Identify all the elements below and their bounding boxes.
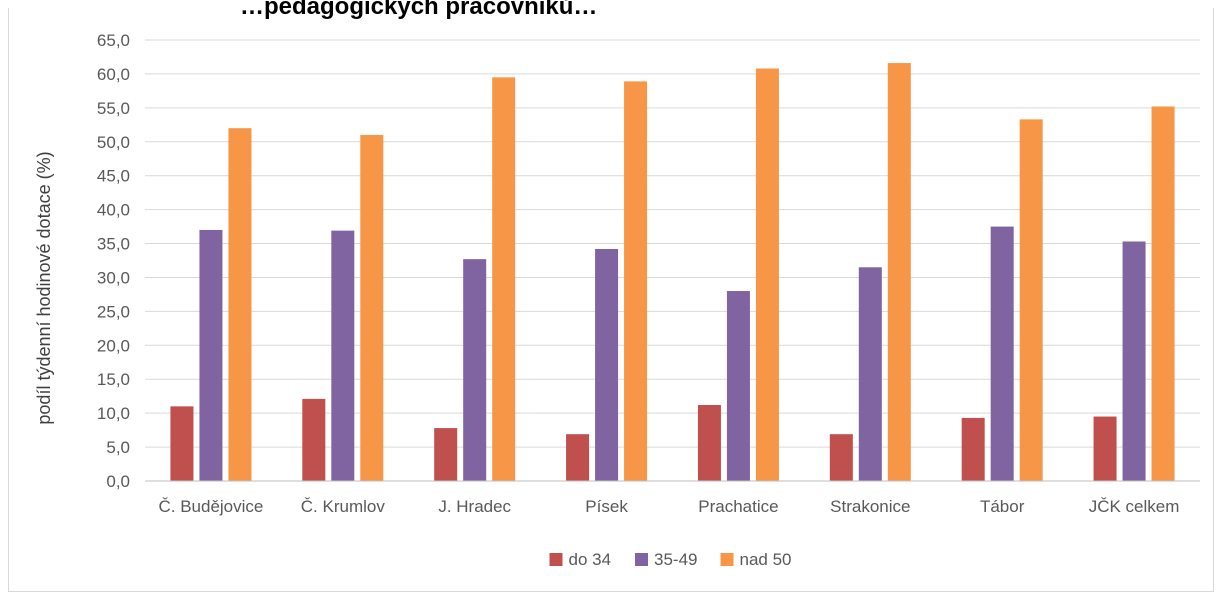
- bar-nad-50: [887, 63, 911, 482]
- bar-35-49: [199, 229, 223, 481]
- bar-do-34: [697, 405, 721, 481]
- bar-do-34: [829, 434, 853, 481]
- y-tick-label: 50,0: [97, 133, 130, 152]
- bar-nad-50: [755, 68, 779, 481]
- x-tick-label: Prachatice: [698, 497, 778, 516]
- bar-35-49: [595, 248, 619, 481]
- legend-label: 35-49: [654, 550, 697, 569]
- bar-nad-50: [228, 128, 252, 481]
- y-tick-label: 15,0: [97, 370, 130, 389]
- bar-35-49: [331, 230, 355, 481]
- y-tick-label: 65,0: [97, 31, 130, 50]
- bar-do-34: [961, 417, 985, 481]
- x-tick-label: Písek: [585, 497, 628, 516]
- gridlines: [145, 39, 1200, 448]
- bar-35-49: [726, 291, 750, 481]
- bar-do-34: [170, 406, 194, 481]
- y-tick-label: 20,0: [97, 336, 130, 355]
- x-tick-label: J. Hradec: [438, 497, 511, 516]
- chart-frame: [8, 8, 1214, 592]
- y-tick-label: 45,0: [97, 167, 130, 186]
- y-tick-label: 40,0: [97, 201, 130, 220]
- bar-nad-50: [492, 77, 516, 482]
- y-tick-label: 25,0: [97, 302, 130, 321]
- y-axis-ticks: 0,0 5,0 10,0 15,0 20,0 25,0 30,0 35,0 40,0 45,0 50…: [97, 31, 130, 491]
- x-tick-label: Č. Budějovice: [158, 497, 263, 516]
- y-axis-label: podíl týdenní hodinové dotace (%): [34, 151, 54, 424]
- bar-do-34: [1093, 416, 1117, 481]
- x-tick-label: Č. Krumlov: [301, 497, 386, 516]
- bar-nad-50: [1151, 106, 1175, 481]
- y-tick-label: 55,0: [97, 99, 130, 118]
- y-tick-label: 60,0: [97, 65, 130, 84]
- legend: do 34 35-49 nad 50: [549, 550, 792, 569]
- bar-do-34: [302, 398, 326, 481]
- bar-nad-50: [624, 81, 648, 481]
- bar-nad-50: [1019, 119, 1043, 481]
- y-tick-label: 35,0: [97, 235, 130, 254]
- legend-swatch: [635, 553, 648, 566]
- legend-swatch: [720, 553, 734, 566]
- x-axis-ticks: Č. Budějovice Č. Krumlov J. Hradec Písek Pra…: [158, 497, 1179, 516]
- x-tick-label: Tábor: [980, 497, 1025, 516]
- chart-title: …pedagogických pracovníků…: [240, 0, 597, 20]
- bar-do-34: [566, 434, 590, 481]
- bar-nad-50: [360, 134, 384, 481]
- bar-35-49: [1122, 241, 1146, 481]
- bar-do-34: [434, 428, 458, 481]
- legend-swatch: [549, 553, 563, 566]
- y-tick-label: 5,0: [106, 438, 130, 457]
- legend-label: do 34: [569, 550, 612, 569]
- bars: [170, 63, 1175, 482]
- y-tick-label: 10,0: [97, 404, 130, 423]
- x-tick-label: Strakonice: [830, 497, 910, 516]
- x-tick-label: JČK celkem: [1089, 497, 1180, 516]
- y-tick-label: 30,0: [97, 268, 130, 287]
- bar-35-49: [858, 267, 882, 481]
- y-tick-label: 0,0: [106, 472, 130, 491]
- legend-label: nad 50: [740, 550, 792, 569]
- bar-35-49: [463, 259, 487, 481]
- bar-35-49: [990, 226, 1014, 481]
